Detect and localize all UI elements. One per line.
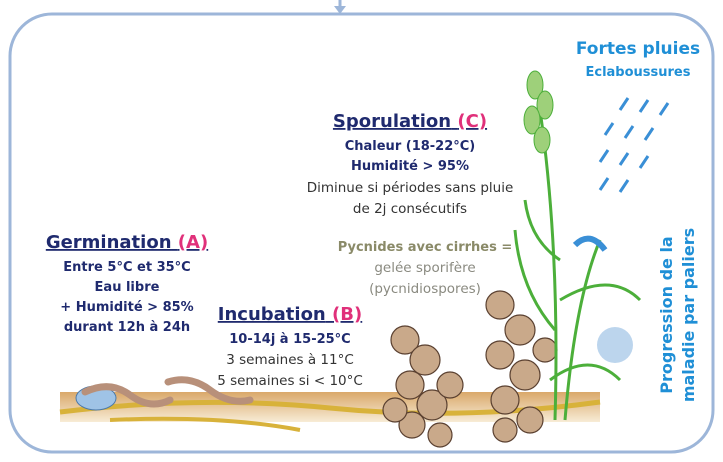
stage-name: Incubation <box>218 304 326 325</box>
condition: 10-14j à 15-25°C <box>229 332 350 347</box>
stage-name: Germination <box>46 232 172 253</box>
progression-label: Progression de la <box>657 236 676 393</box>
rain-subtitle: Eclaboussures <box>585 65 690 80</box>
condition: + Humidité > 85% <box>60 300 193 315</box>
pycnide-label: Pycnides avec cirrhes = <box>338 240 513 255</box>
stage-letter: (A) <box>178 232 208 253</box>
stage-title: Incubation (B) <box>218 304 362 325</box>
condition: Humidité > 95% <box>351 159 469 174</box>
diagram: Fortes pluies Eclaboussures Sporulation … <box>0 0 723 462</box>
note: Diminue si périodes sans pluie <box>307 180 514 196</box>
stage-letter: (C) <box>457 111 487 132</box>
splash-drop <box>597 327 633 363</box>
stage-title: Germination (A) <box>46 232 208 253</box>
progression-label: maladie par paliers <box>679 228 698 402</box>
stage-name: Sporulation <box>333 111 451 132</box>
stage-title: Sporulation (C) <box>333 111 487 132</box>
stage-letter: (B) <box>332 304 362 325</box>
pycnide-label: gelée sporifère <box>374 260 475 276</box>
pycnide-label: (pycnidiospores) <box>369 281 481 297</box>
note: 3 semaines à 11°C <box>226 352 354 368</box>
note: de 2j consécutifs <box>353 201 467 217</box>
condition: Eau libre <box>95 280 160 295</box>
condition: Entre 5°C et 35°C <box>63 260 190 275</box>
condition: Chaleur (18-22°C) <box>345 139 476 154</box>
condition: durant 12h à 24h <box>64 320 190 335</box>
note: 5 semaines si < 10°C <box>217 373 363 389</box>
rain-title: Fortes pluies <box>576 39 700 59</box>
